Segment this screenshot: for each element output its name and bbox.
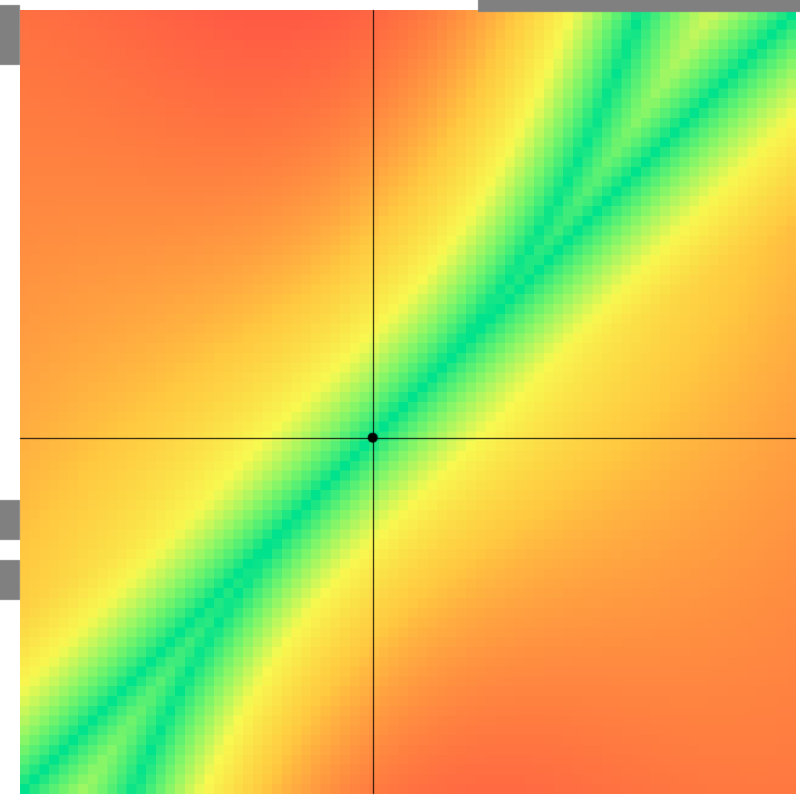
axes-overlay	[0, 0, 800, 800]
heatmap-chart	[0, 0, 800, 800]
